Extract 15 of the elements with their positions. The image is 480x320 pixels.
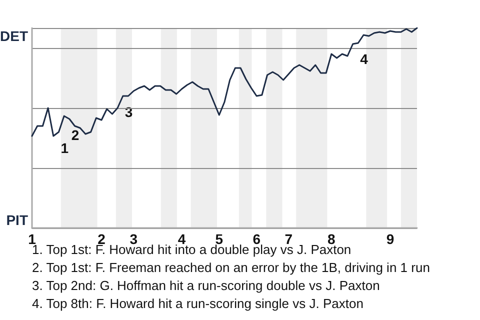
text: 2. Top 1st: F. Freeman reached on an error by the 1B, driving in 1 run [32, 260, 430, 275]
x-tick-label: 3 [130, 231, 138, 247]
x-tick-label: 5 [215, 231, 224, 247]
x-tick-label: 8 [328, 231, 336, 247]
x-tick-label: 6 [252, 231, 261, 247]
annotation: 1 [60, 140, 69, 156]
text: 3. Top 2nd: G. Hoffman hit a run-scoring double vs J. Paxton [32, 278, 380, 293]
x-tick-label: 9 [386, 231, 394, 247]
text: PIT [6, 212, 28, 228]
annotation: 2 [71, 127, 80, 143]
annotation: 4 [360, 51, 368, 67]
x-tick-label: 4 [178, 231, 186, 247]
text: DET [0, 28, 28, 44]
x-tick-label: 7 [284, 231, 293, 247]
text: 4. Top 8th: F. Howard hit a run-scoring single vs J. Paxton [32, 296, 364, 311]
